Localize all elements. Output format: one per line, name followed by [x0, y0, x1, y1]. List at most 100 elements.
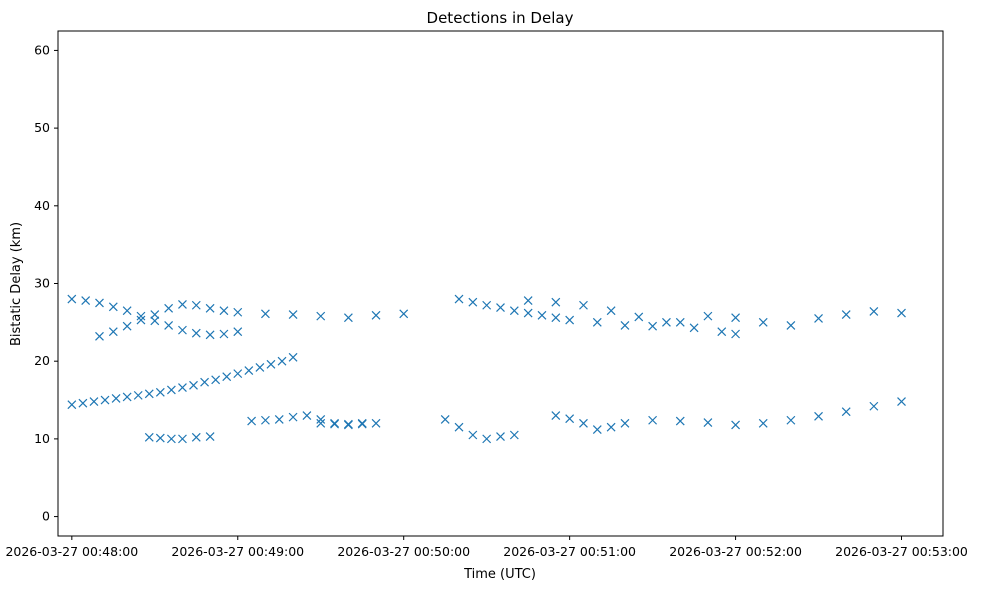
data-point — [758, 317, 768, 327]
data-point — [537, 310, 547, 320]
data-point — [482, 300, 492, 310]
data-point — [316, 418, 326, 428]
data-point — [108, 302, 118, 312]
data-point — [565, 414, 575, 424]
data-point — [565, 315, 575, 325]
data-point — [634, 312, 644, 322]
data-point — [178, 325, 187, 335]
data-point — [155, 387, 165, 397]
data-point — [592, 425, 602, 434]
data-point — [166, 434, 176, 444]
y-tick-label: 40 — [34, 198, 50, 213]
data-point — [266, 359, 276, 369]
data-point — [814, 314, 823, 323]
plot-frame — [57, 30, 944, 537]
data-point — [343, 420, 353, 430]
data-point — [468, 297, 478, 307]
x-tick-label: 2026-03-27 00:53:00 — [835, 544, 968, 559]
x-tick-label: 2026-03-27 00:49:00 — [171, 544, 304, 559]
data-point — [95, 331, 104, 341]
data-point — [523, 308, 533, 318]
y-axis-label: Bistatic Delay (km) — [9, 222, 24, 346]
data-point — [67, 294, 77, 304]
data-point — [675, 416, 685, 426]
data-point — [551, 313, 561, 323]
data-point — [95, 298, 104, 308]
data-point — [189, 380, 198, 390]
data-point — [371, 310, 381, 320]
data-point — [144, 432, 154, 442]
data-point — [841, 407, 851, 417]
data-point — [330, 419, 339, 429]
data-point — [178, 383, 187, 393]
data-point — [814, 411, 823, 421]
y-tick-label: 30 — [34, 276, 50, 291]
x-tick-label: 2026-03-27 00:50:00 — [337, 544, 470, 559]
data-point — [274, 415, 284, 424]
data-point — [178, 434, 187, 444]
data-point — [579, 300, 588, 310]
data-point — [454, 422, 464, 432]
data-point — [496, 303, 505, 313]
data-point — [758, 418, 768, 428]
data-point — [551, 411, 561, 421]
data-point — [371, 418, 381, 428]
y-tick-label: 60 — [34, 42, 50, 57]
data-point — [81, 296, 91, 306]
data-point — [78, 398, 88, 408]
data-point — [111, 394, 121, 403]
data-point — [233, 327, 243, 337]
data-point — [260, 415, 270, 425]
data-point — [675, 317, 685, 327]
data-point — [211, 375, 221, 385]
data-point — [786, 321, 796, 330]
data-point — [122, 392, 132, 402]
data-point — [731, 313, 741, 323]
data-point — [233, 307, 243, 317]
data-point — [133, 390, 143, 400]
data-point — [496, 432, 505, 441]
chart-title: Detections in Delay — [427, 9, 574, 27]
data-point — [897, 397, 906, 407]
x-tick-label: 2026-03-27 00:51:00 — [503, 544, 636, 559]
y-tick-label: 20 — [34, 353, 50, 368]
data-point — [191, 300, 201, 310]
data-point — [606, 422, 616, 432]
data-point — [164, 303, 174, 313]
data-point — [454, 294, 464, 304]
data-point — [869, 401, 879, 411]
data-point — [399, 309, 409, 319]
data-point — [67, 400, 77, 410]
data-point — [786, 415, 796, 425]
data-point — [219, 306, 229, 316]
data-point — [731, 329, 741, 339]
data-point — [178, 300, 187, 309]
data-point — [703, 311, 713, 321]
data-point — [164, 321, 174, 330]
data-point — [689, 323, 699, 333]
data-point — [509, 430, 519, 440]
data-point — [648, 321, 658, 331]
data-point — [150, 316, 160, 326]
data-point — [144, 389, 154, 399]
data-point — [731, 420, 741, 430]
data-point — [136, 311, 146, 321]
data-point — [468, 430, 478, 440]
data-point — [244, 366, 254, 375]
data-point — [100, 395, 110, 405]
data-point — [166, 385, 176, 395]
plot-area — [67, 294, 906, 444]
data-point — [222, 372, 232, 382]
data-point — [869, 307, 879, 316]
data-point — [288, 412, 298, 422]
data-point — [200, 377, 210, 387]
data-point — [136, 315, 146, 325]
data-point — [440, 415, 450, 424]
data-point — [122, 321, 132, 331]
data-point — [343, 313, 353, 323]
x-tick-label: 2026-03-27 00:48:00 — [5, 544, 138, 559]
data-point — [316, 415, 326, 424]
y-tick-label: 0 — [42, 509, 50, 524]
data-point — [191, 432, 201, 442]
y-tick-label: 50 — [34, 120, 50, 135]
